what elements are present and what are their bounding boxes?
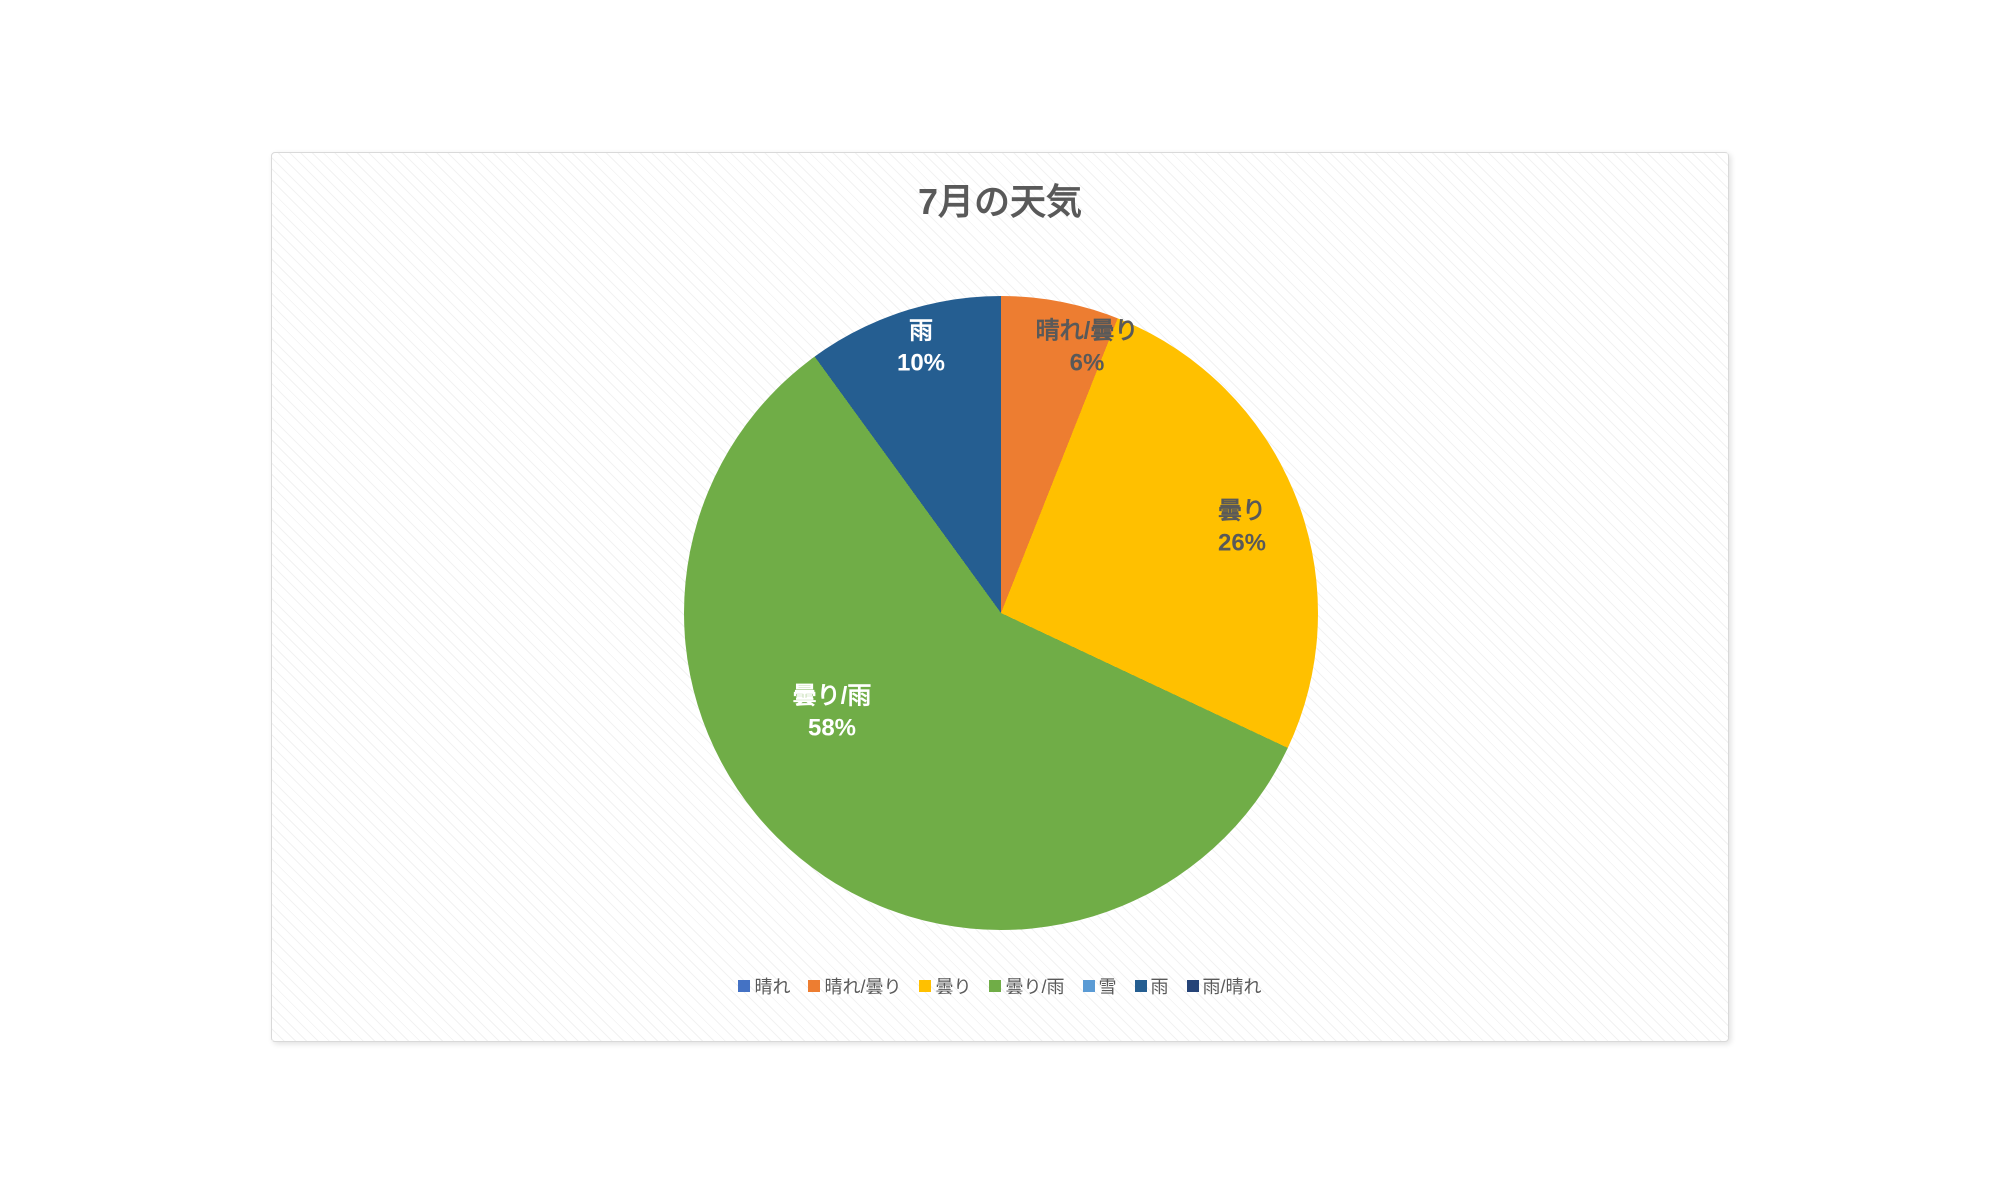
pie-circle	[684, 296, 1318, 930]
chart-legend: 晴れ 晴れ/曇り 曇り 曇り/雨 雪 雨 雨/晴れ	[272, 973, 1728, 999]
legend-label: 晴れ/曇り	[824, 973, 901, 999]
legend-item: 晴れ/曇り	[808, 973, 901, 999]
legend-item: 晴れ	[738, 973, 790, 999]
slice-label-pct: 10%	[897, 350, 945, 377]
legend-swatch	[919, 980, 931, 992]
legend-label: 曇り	[935, 973, 971, 999]
legend-label: 雨	[1151, 973, 1169, 999]
slice-label-name: 晴れ/曇り	[1036, 318, 1139, 345]
legend-swatch	[989, 980, 1001, 992]
legend-swatch	[1135, 980, 1147, 992]
legend-item: 雪	[1083, 973, 1117, 999]
pie-area	[684, 296, 1318, 930]
slice-label: 晴れ/曇り 6%	[1036, 316, 1139, 381]
slice-label-name: 雨	[909, 318, 933, 345]
legend-swatch	[1187, 980, 1199, 992]
slice-label: 曇り/雨 58%	[793, 681, 872, 746]
legend-swatch	[738, 980, 750, 992]
legend-swatch	[1083, 980, 1095, 992]
legend-item: 曇り/雨	[989, 973, 1064, 999]
slice-label: 曇り 26%	[1218, 496, 1266, 561]
slice-label-name: 曇り	[1218, 498, 1266, 525]
legend-item: 曇り	[919, 973, 971, 999]
slice-label-pct: 26%	[1218, 530, 1266, 557]
legend-label: 晴れ	[754, 973, 790, 999]
legend-item: 雨/晴れ	[1187, 973, 1262, 999]
legend-label: 雪	[1099, 973, 1117, 999]
weather-pie-chart: 7月の天気 晴れ晴れ/曇り曇り曇り/雨雪雨雨/晴れ 晴れ/曇り6%曇り26%曇り…	[271, 152, 1729, 1042]
legend-item: 雨	[1135, 973, 1169, 999]
legend-swatch	[808, 980, 820, 992]
legend-label: 雨/晴れ	[1203, 973, 1262, 999]
chart-title: 7月の天気	[272, 173, 1728, 225]
slice-label-name: 曇り/雨	[793, 683, 872, 710]
slice-label-pct: 58%	[808, 715, 856, 742]
legend-label: 曇り/雨	[1005, 973, 1064, 999]
slice-label-pct: 6%	[1070, 350, 1105, 377]
slice-label: 雨 10%	[897, 316, 945, 381]
